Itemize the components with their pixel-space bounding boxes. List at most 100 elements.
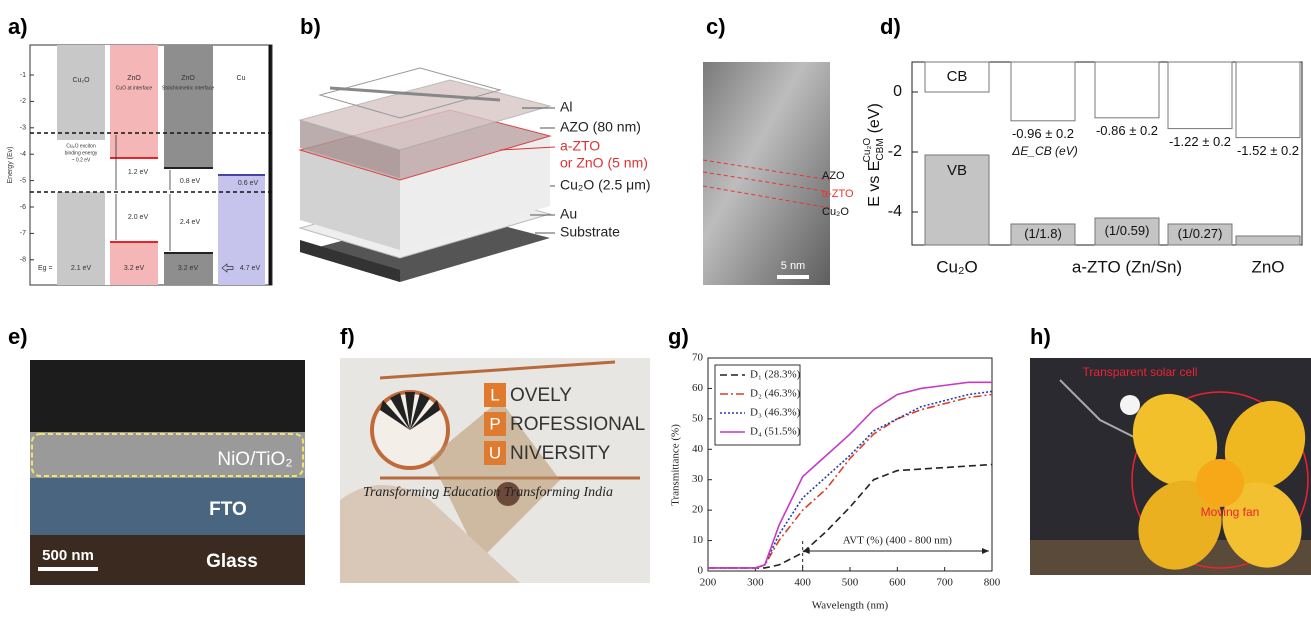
scale-label: 5 nm	[781, 260, 805, 272]
axis-title-part: E vs E	[866, 161, 883, 207]
fan-hub	[1196, 459, 1244, 507]
y-tick-label: 70	[692, 352, 704, 364]
x-tick-label: a-ZTO (Zn/Sn)	[1072, 257, 1182, 276]
y-tick-label: 40	[692, 443, 704, 455]
y-tick-label: -8	[20, 257, 26, 264]
column-label: Cu	[237, 75, 246, 82]
y-axis-title: Transmittance (%)	[670, 424, 682, 506]
gap-label: 2.4 eV	[180, 219, 201, 226]
y-tick-label: 10	[692, 534, 704, 546]
panel-label: d)	[880, 14, 901, 39]
y-tick-label: 20	[692, 504, 704, 516]
word: OVELY	[510, 385, 572, 406]
scale-bar	[777, 275, 809, 279]
legend-label: D₁ (28.3%)	[750, 369, 801, 381]
layer	[30, 478, 305, 535]
y-tick-label: -4	[888, 203, 902, 220]
layer-label: AZO	[822, 170, 845, 182]
column-label: ZnO	[127, 75, 141, 82]
photo-label: Transparent solar cell	[1083, 365, 1198, 379]
x-tick-label: 600	[889, 577, 906, 589]
panel-label: b)	[300, 14, 321, 39]
x-tick-label: ZnO	[1251, 257, 1284, 276]
value-label: (1/0.59)	[1105, 223, 1150, 238]
note: binding energy	[65, 150, 98, 156]
bandgap: 4.7 eV	[240, 265, 261, 272]
x-tick-label: 300	[747, 577, 764, 589]
gap-label: 2.0 eV	[128, 214, 149, 221]
gap-label: 0.6 eV	[238, 180, 259, 187]
bandgap: 3.2 eV	[124, 265, 145, 272]
axis-title-sup: Cu₂O	[862, 138, 873, 163]
panel-e: NiO/TiO₂ FTO Glass 500 nm	[30, 360, 305, 585]
layer-label: Cu₂O	[822, 206, 849, 218]
y-tick-label: 0	[893, 83, 902, 100]
axis-title: Energy (Ev)	[7, 147, 14, 184]
layer-label: a-ZTO	[560, 138, 600, 154]
axis-title-sub: CBM	[875, 138, 886, 160]
panel-label: c)	[706, 14, 726, 39]
panel-label: f)	[340, 324, 355, 349]
note: ~ 0.2 eV	[72, 157, 91, 163]
y-tick-label: -1	[20, 72, 26, 79]
x-tick-label: 400	[794, 577, 811, 589]
y-tick-label: -2	[888, 143, 902, 160]
cb-bar	[1168, 62, 1232, 129]
gap-label: 0.8 eV	[180, 178, 201, 185]
x-tick-label: 200	[700, 577, 717, 589]
word: NIVERSITY	[510, 443, 611, 464]
value-label: -0.96 ± 0.2	[1012, 126, 1074, 141]
layer-label: Cu₂O (2.5 μm)	[560, 177, 651, 193]
motto: Transforming Education Transforming Indi…	[363, 485, 613, 500]
legend-label: D₄ (51.5%)	[750, 426, 801, 438]
panel-label: a)	[8, 14, 28, 39]
value-label: -0.86 ± 0.2	[1096, 123, 1158, 138]
vb-bar	[1236, 236, 1300, 245]
cb-bar	[1236, 62, 1300, 138]
column-note: CuO at interface	[116, 85, 153, 91]
value-label: -1.52 ± 0.2	[1237, 143, 1299, 158]
y-tick-label: 50	[692, 412, 704, 424]
annotation: AVT (%) (400 - 800 nm)	[843, 535, 953, 547]
figure: a) b) c) d) e) f) g) h) Energy (Ev) Cu₂O…	[0, 0, 1311, 618]
panel-a: Energy (Ev) Cu₂O ZnO ZnO Cu CuO at inter…	[7, 45, 272, 285]
layer-label: FTO	[209, 499, 247, 520]
y-tick-label: -6	[20, 204, 26, 211]
column-label: Cu₂O	[72, 77, 90, 84]
layer-label: Substrate	[560, 224, 620, 240]
y-tick-label: -4	[20, 151, 26, 158]
y-tick-label: -2	[20, 98, 26, 105]
y-tick-label: -5	[20, 177, 26, 184]
layer-label: AZO (80 nm)	[560, 119, 641, 135]
initial: U	[489, 443, 501, 462]
y-tick-label: 0	[698, 565, 704, 577]
photo-label: Moving fan	[1201, 505, 1260, 519]
note: Cu₂O exciton	[66, 143, 96, 149]
eg-label: Eg =	[38, 265, 53, 272]
y-tick-label: -7	[20, 230, 26, 237]
axis-title: E vs ECBMCu₂O (eV)	[862, 103, 886, 207]
initial: L	[490, 385, 499, 404]
legend-label: D₂ (46.3%)	[750, 388, 801, 400]
panel-label: e)	[8, 324, 28, 349]
column-label: ZnO	[181, 75, 195, 82]
scale-label: 500 nm	[42, 547, 94, 564]
panel-f: L P U OVELY ROFESSIONAL NIVERSITY Transf…	[340, 358, 650, 583]
panel-b: Al AZO (80 nm) a-ZTO or ZnO (5 nm) Cu₂O …	[300, 68, 651, 282]
panel-c: AZO a-ZTO Cu₂O 5 nm	[703, 62, 854, 285]
value-label: (1/1.8)	[1024, 226, 1062, 241]
legend-label: D₃ (46.3%)	[750, 407, 801, 419]
x-tick-label: 800	[984, 577, 1001, 589]
layer-label: Glass	[206, 551, 258, 572]
panel-h: Transparent solar cell Moving fan	[1030, 358, 1311, 585]
band-label: CB	[947, 68, 968, 85]
annotation: ΔE_CB (eV)	[1011, 144, 1077, 158]
axis-title-part: (eV)	[866, 103, 883, 138]
layer-label: NiO/TiO₂	[217, 449, 292, 470]
word: ROFESSIONAL	[510, 414, 645, 435]
initial: P	[489, 414, 500, 433]
bandgap: 2.1 eV	[71, 265, 92, 272]
y-tick-label: 60	[692, 382, 704, 394]
y-tick-label: 30	[692, 473, 704, 485]
layer-label: Au	[560, 206, 577, 222]
